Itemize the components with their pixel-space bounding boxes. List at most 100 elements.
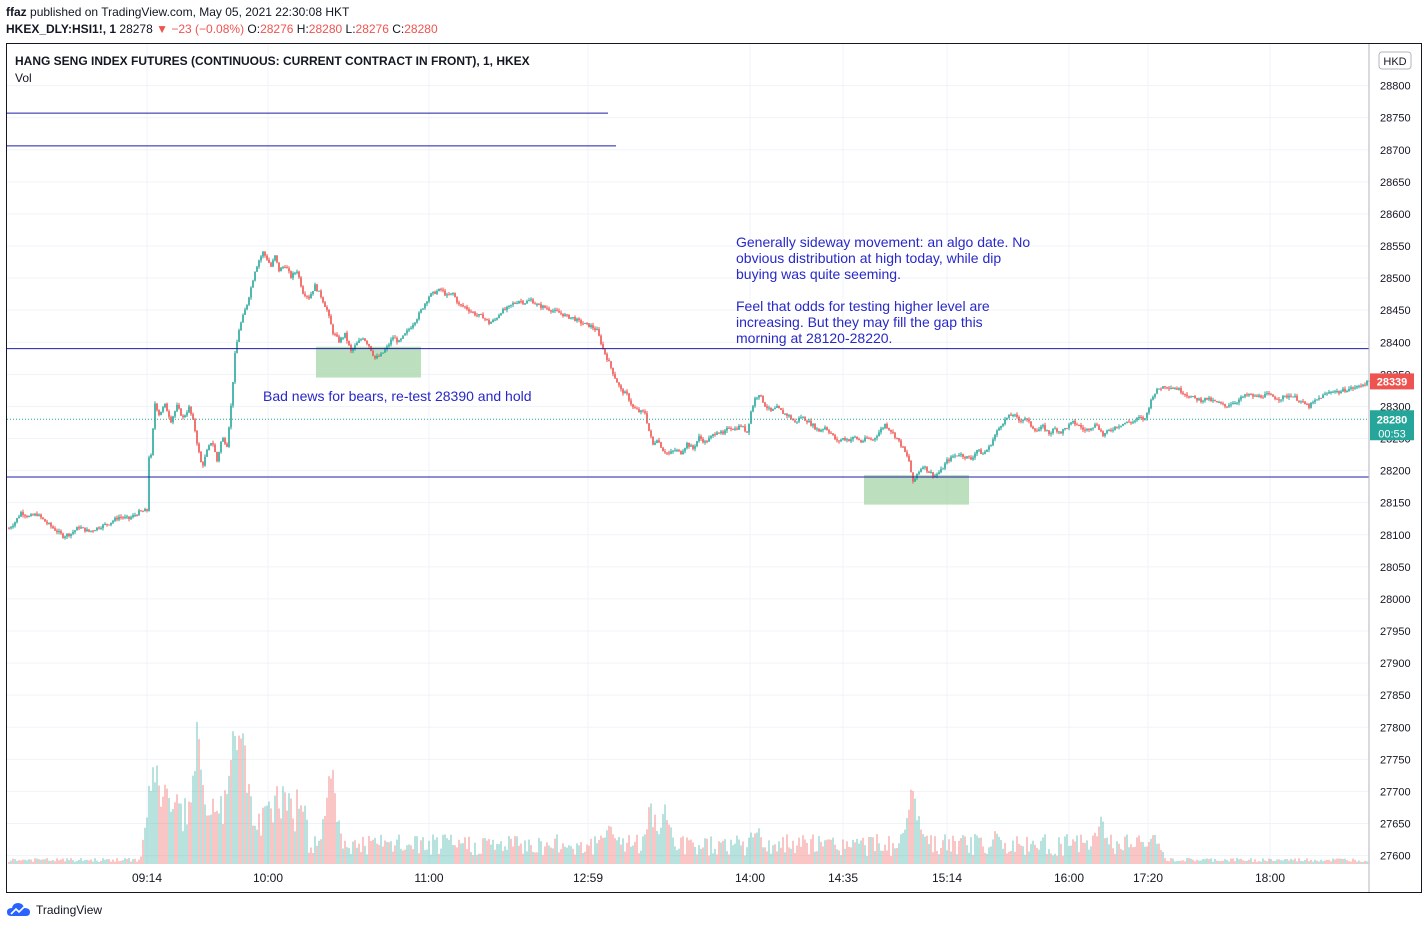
volume-bar [300,805,302,864]
volume-bar [622,838,624,864]
volume-bar [444,834,446,864]
candle-body [1076,424,1078,426]
tradingview-footer[interactable]: TradingView [6,902,102,918]
volume-bar [652,827,654,864]
volume-bar [232,731,234,864]
candle-body [462,304,464,307]
volume-bar [340,833,342,864]
volume-bar [858,843,860,864]
volume-bar [976,835,978,864]
volume-bar [766,851,768,864]
volume-bar [730,839,732,864]
candle-body [1230,404,1232,406]
volume-bar [298,808,300,864]
candlestick-chart[interactable]: Bad news for bears, re-test 28390 and ho… [7,44,1421,892]
candle-body [1106,430,1108,434]
candle-body [1012,414,1014,416]
volume-bar [850,847,852,864]
volume-bar [1138,835,1140,864]
volume-bar [330,778,332,864]
candle-body [1070,422,1072,425]
candle-body [470,311,472,313]
volume-bar [1268,858,1270,864]
candle-body [1332,391,1334,393]
volume-bar [592,854,594,864]
candle-body [1310,402,1312,408]
candle-body [1040,426,1042,430]
volume-bar [792,840,794,864]
candle-body [1312,402,1314,404]
volume-bar [1198,860,1200,864]
candle-body [562,313,564,317]
candle-body [736,428,738,430]
candle-body [346,332,348,342]
volume-bar [942,840,944,864]
volume-bar [1342,858,1344,864]
candle-body [1352,387,1354,389]
volume-bar [1096,836,1098,864]
volume-bar [1100,816,1102,864]
candle-body [1142,417,1144,420]
candle-body [396,338,398,343]
volume-bar [810,839,812,864]
candle-body [988,446,990,450]
candle-body [546,307,548,309]
candle-body [544,305,546,308]
volume-bar [14,859,16,864]
candle-body [144,509,146,512]
volume-bar [1284,859,1286,864]
candle-body [264,251,266,256]
volume-bar [112,859,114,864]
candle-body [746,431,748,433]
candle-body [288,268,290,272]
candle-body [638,409,640,412]
candle-body [204,456,206,466]
candle-body [446,294,448,296]
volume-bar [1008,851,1010,864]
x-tick-label: 10:00 [253,871,283,885]
volume-bar [460,843,462,864]
volume-bar [818,836,820,864]
candle-body [232,382,234,406]
candle-body [252,280,254,288]
candle-body [874,438,876,440]
currency-badge: HKD [1378,51,1412,70]
candle-body [996,430,998,435]
volume-bar [1156,843,1158,864]
candle-body [158,410,160,416]
volume-bar [100,860,102,864]
candle-body [438,288,440,292]
candle-body [336,334,338,337]
volume-bar [1308,861,1310,864]
candle-body [242,314,244,323]
volume-bar [130,861,132,864]
volume-bar [800,846,802,864]
candle-body [1052,429,1054,434]
candle-body [1170,387,1172,389]
volume-bar [956,854,958,864]
volume-bar [1106,837,1108,864]
candle-body [328,309,330,316]
volume-bar [618,836,620,864]
candle-body [714,434,716,436]
candle-body [500,313,502,316]
candle-body [954,455,956,457]
candle-body [796,421,798,423]
volume-bar [396,839,398,864]
candle-body [1160,388,1162,390]
x-tick-label: 12:59 [573,871,603,885]
volume-bar [974,834,976,864]
volume-bar [978,837,980,864]
candle-body [84,527,86,532]
candle-body [1032,426,1034,429]
volume-bar [604,837,606,864]
volume-bar [616,840,618,864]
candle-body [574,317,576,321]
volume-bar [170,811,172,864]
chart-frame[interactable]: Bad news for bears, re-test 28390 and ho… [6,43,1422,893]
volume-bar [864,845,866,864]
volume-bar [838,850,840,864]
volume-bar [816,851,818,864]
price-label-text: 28339 [1377,376,1408,388]
volume-bar [404,849,406,864]
